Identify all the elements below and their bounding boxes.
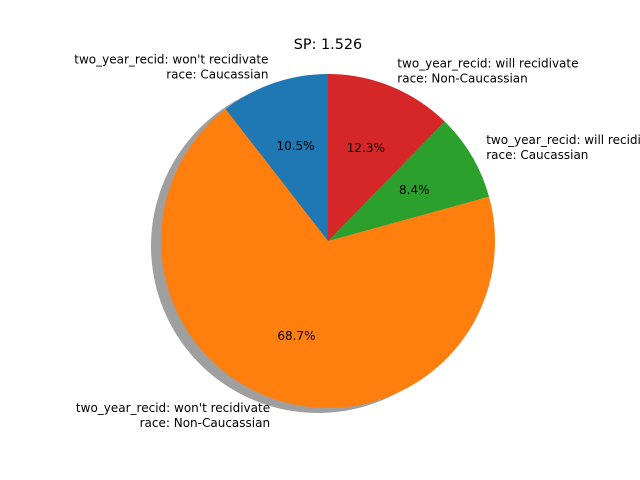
slice-wont-caucassian-label-line-2: race: Caucassian	[166, 68, 268, 82]
pie-slices	[161, 74, 496, 408]
slice-wont-noncaucassian-percent-label: 68.7%	[277, 329, 315, 343]
slice-will-caucassian-percent-label: 8.4%	[399, 183, 430, 197]
slice-will-caucassian	[328, 121, 489, 241]
slice-will-noncaucassian	[328, 74, 445, 241]
slice-will-caucassian-label-line-1: two_year_recid: will recidivate	[486, 133, 640, 147]
chart-title: SP: 1.526	[294, 37, 362, 53]
slice-wont-noncaucassian-label-line-1: two_year_recid: won't recidivate	[76, 401, 270, 415]
slice-wont-caucassian-label-line-1: two_year_recid: won't recidivate	[74, 53, 268, 67]
slice-will-noncaucassian-label-line-1: two_year_recid: will recidivate	[397, 56, 578, 70]
slice-wont-noncaucassian-label-line-2: race: Non-Caucassian	[140, 416, 270, 430]
slice-wont-caucassian	[225, 74, 328, 241]
pie-percent-labels: 10.5% 68.7% 8.4% 12.3%	[276, 139, 429, 343]
slice-wont-caucassian-percent-label: 10.5%	[276, 139, 314, 153]
slice-will-noncaucassian-percent-label: 12.3%	[347, 141, 385, 155]
slice-will-caucassian-label-line-2: race: Caucassian	[486, 148, 588, 162]
slice-will-noncaucassian-label-line-2: race: Non-Caucassian	[397, 71, 527, 85]
slice-wont-noncaucassian	[161, 109, 496, 408]
